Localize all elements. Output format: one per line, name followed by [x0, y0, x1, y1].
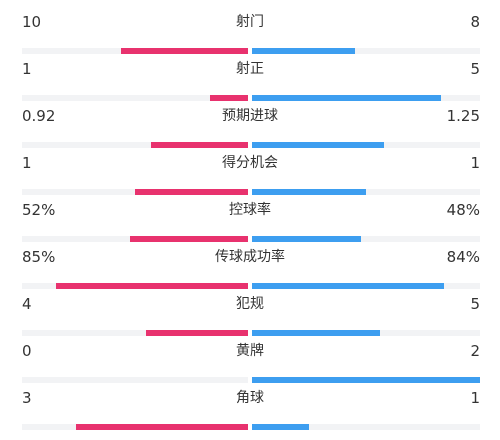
home-value: 1: [22, 154, 32, 172]
stat-label-line: 52% 控球率 48%: [0, 198, 500, 222]
away-bar: [252, 236, 362, 242]
stat-row-expected-goals: 0.92 预期进球 1.25: [0, 104, 500, 151]
away-bar: [252, 142, 385, 148]
home-bar-track: [22, 283, 248, 289]
stat-label-line: 0.92 预期进球 1.25: [0, 104, 500, 128]
home-bar: [130, 236, 248, 242]
stat-label-line: 1 得分机会 1: [0, 151, 500, 175]
home-bar: [150, 142, 248, 148]
away-bar-track: [252, 95, 480, 101]
stat-row-big-chances: 1 得分机会 1: [0, 151, 500, 198]
stat-name: 传球成功率: [215, 249, 285, 265]
away-value: 5: [470, 295, 480, 313]
away-value: 1.25: [446, 107, 480, 125]
home-value: 4: [22, 295, 32, 313]
stat-name: 射门: [236, 14, 264, 30]
stat-row-shots-on-target: 1 射正 5: [0, 57, 500, 104]
stat-label-line: 0 黄牌 2: [0, 339, 500, 363]
stat-label-line: 3 角球 1: [0, 386, 500, 410]
away-value: 1: [470, 154, 480, 172]
home-bar: [121, 48, 248, 54]
stat-label-line: 4 犯规 5: [0, 292, 500, 316]
home-bar: [135, 189, 248, 195]
away-bar-track: [252, 48, 480, 54]
home-bar-track: [22, 142, 248, 148]
stat-name: 犯规: [236, 296, 264, 312]
away-bar-track: [252, 424, 480, 430]
stat-name: 预期进球: [222, 108, 278, 124]
away-bar: [252, 48, 355, 54]
home-value: 85%: [22, 248, 56, 266]
home-bar-track: [22, 424, 248, 430]
home-value: 0.92: [22, 107, 56, 125]
home-bar-track: [22, 189, 248, 195]
away-bar: [252, 283, 444, 289]
home-bar: [76, 424, 248, 430]
home-value: 10: [22, 13, 42, 31]
stat-row-fouls: 4 犯规 5: [0, 292, 500, 339]
away-bar-track: [252, 330, 480, 336]
stat-row-yellow-cards: 0 黄牌 2: [0, 339, 500, 386]
stat-name: 射正: [236, 61, 264, 77]
stat-row-corners: 3 角球 1: [0, 386, 500, 433]
away-bar-track: [252, 283, 480, 289]
away-value: 1: [470, 389, 480, 407]
stat-name: 黄牌: [236, 343, 264, 359]
away-bar: [252, 189, 366, 195]
away-bar: [252, 424, 309, 430]
away-bar-track: [252, 142, 480, 148]
home-bar-track: [22, 330, 248, 336]
home-bar-track: [22, 48, 248, 54]
home-bar: [146, 330, 248, 336]
home-bar-track: [22, 95, 248, 101]
home-bar: [209, 95, 248, 101]
home-value: 0: [22, 342, 32, 360]
stat-row-possession: 52% 控球率 48%: [0, 198, 500, 245]
home-value: 1: [22, 60, 32, 78]
away-bar-track: [252, 236, 480, 242]
away-bar-track: [252, 377, 480, 383]
away-value: 2: [470, 342, 480, 360]
home-value: 3: [22, 389, 32, 407]
away-bar: [252, 330, 380, 336]
stat-name: 控球率: [229, 202, 271, 218]
stat-name: 角球: [236, 390, 264, 406]
away-value: 48%: [446, 201, 480, 219]
away-value: 84%: [446, 248, 480, 266]
away-bar: [252, 377, 480, 383]
away-value: 8: [470, 13, 480, 31]
stat-name: 得分机会: [222, 155, 278, 171]
home-bar: [55, 283, 248, 289]
home-value: 52%: [22, 201, 56, 219]
home-bar-track: [22, 377, 248, 383]
away-bar-track: [252, 189, 480, 195]
stat-label-line: 85% 传球成功率 84%: [0, 245, 500, 269]
stat-row-shots: 10 射门 8: [0, 10, 500, 57]
stat-label-line: 1 射正 5: [0, 57, 500, 81]
home-bar-track: [22, 236, 248, 242]
stat-label-line: 10 射门 8: [0, 10, 500, 34]
stat-row-pass-accuracy: 85% 传球成功率 84%: [0, 245, 500, 292]
away-bar: [252, 95, 442, 101]
away-value: 5: [470, 60, 480, 78]
